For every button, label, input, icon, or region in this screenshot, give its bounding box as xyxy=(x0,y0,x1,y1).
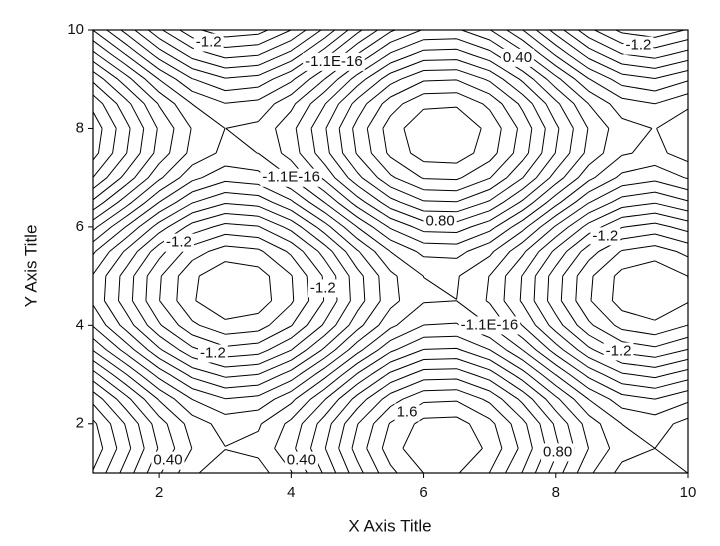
contour-label-bg xyxy=(458,316,521,335)
contour-label: -1.2 xyxy=(310,279,336,296)
x-tick-label: 8 xyxy=(552,484,560,501)
y-tick-label: 6 xyxy=(76,218,84,235)
contour-label: -1.2 xyxy=(196,34,222,51)
y-tick-label: 8 xyxy=(76,119,84,136)
contour-label: 0.40 xyxy=(153,452,182,469)
contour-label-bg xyxy=(603,342,634,361)
x-axis-title: X Axis Title xyxy=(348,516,431,535)
y-tick-label: 4 xyxy=(76,316,84,333)
contour-label: -1.2 xyxy=(166,234,192,251)
contour-label: 1.6 xyxy=(397,403,418,420)
contour-line xyxy=(93,79,519,473)
contour-label-bg xyxy=(164,233,194,252)
contour-label-bg xyxy=(197,344,228,363)
contour-line xyxy=(93,48,560,473)
contour-label: -1.2 xyxy=(200,344,226,361)
contour-label: -1.2 xyxy=(625,37,651,54)
x-tick-label: 4 xyxy=(287,484,295,501)
contour-label: 0.80 xyxy=(425,212,454,229)
contour-label-bg xyxy=(423,212,457,231)
contour-line xyxy=(103,30,688,389)
y-tick-label: 10 xyxy=(67,21,84,38)
contour-labels: -1.2 -1.2 -1.2 -1.2 -1.2 -1.2 -1.2 -1.1E-16 -1.1… xyxy=(151,33,654,470)
contour-label: 0.40 xyxy=(503,49,532,66)
contour-label-bg xyxy=(394,403,420,422)
contour-line xyxy=(93,30,688,400)
contour-line xyxy=(93,30,688,416)
contour-label-bg xyxy=(307,279,338,298)
contour-label-bg xyxy=(623,36,654,55)
x-tick-label: 10 xyxy=(680,484,697,501)
contour-label-bg xyxy=(284,451,319,470)
contour-label: -1.1E-16 xyxy=(461,316,519,333)
contour-label-bg xyxy=(303,52,365,71)
contour-line xyxy=(93,59,547,473)
contour-line xyxy=(381,92,503,473)
contour-line xyxy=(159,30,688,348)
contour-label-bg xyxy=(590,227,621,246)
contour-line xyxy=(118,30,688,379)
contour-label: -1.1E-16 xyxy=(305,53,363,70)
contour-label: -1.2 xyxy=(606,342,632,359)
x-tick-label: 6 xyxy=(419,484,427,501)
y-axis-title: Y Axis Title xyxy=(21,225,40,308)
contour-label-bg xyxy=(151,451,185,470)
contour-label: -1.2 xyxy=(592,227,618,244)
contour-label: 0.40 xyxy=(287,452,316,469)
contour-line xyxy=(93,69,533,473)
contour-label-bg xyxy=(500,48,535,67)
x-tick-label: 2 xyxy=(155,484,163,501)
plot-frame xyxy=(92,29,689,474)
contour-label-bg xyxy=(541,443,575,462)
contour-label: -1.1E-16 xyxy=(262,169,320,186)
contour-label-bg xyxy=(193,33,224,52)
contour-line xyxy=(93,30,688,473)
contour-label: 0.80 xyxy=(543,443,572,460)
y-tick-label: 2 xyxy=(76,415,84,432)
contour-label-bg xyxy=(260,168,322,187)
contour-line xyxy=(195,260,688,321)
contour-line xyxy=(402,106,483,473)
contour-line xyxy=(176,245,688,336)
contour-line xyxy=(131,30,688,368)
